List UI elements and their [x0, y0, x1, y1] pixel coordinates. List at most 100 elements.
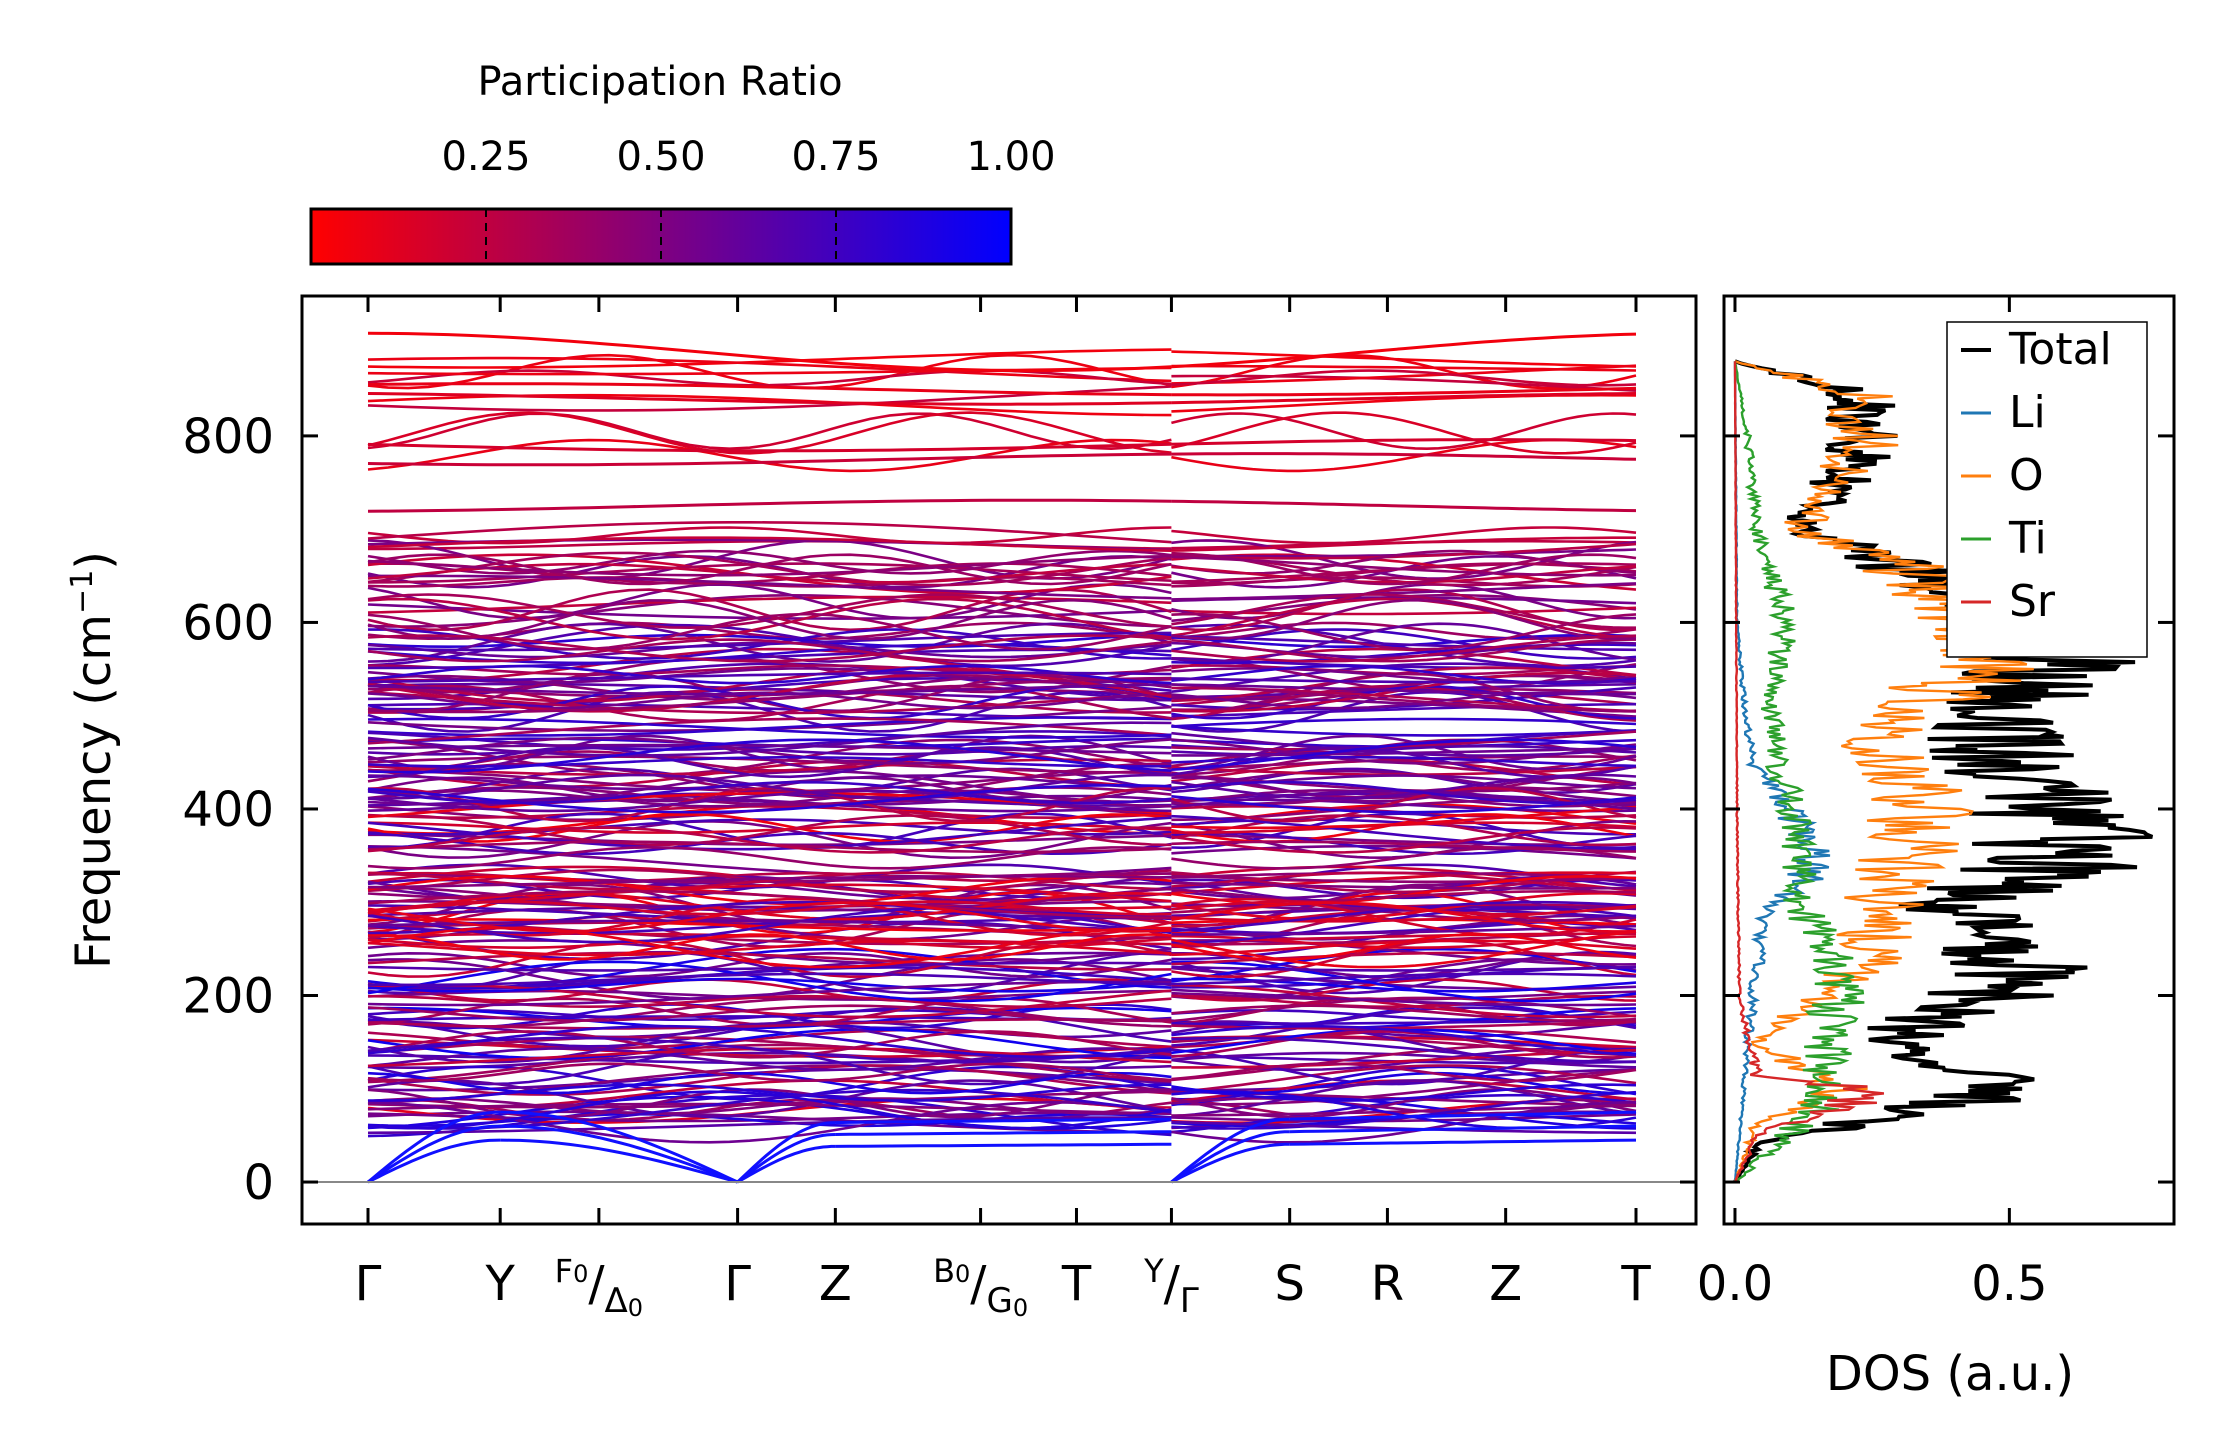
band-line — [1171, 906, 1637, 944]
y-tick-label: 800 — [182, 409, 274, 465]
band-line — [1171, 683, 1637, 713]
band-line — [367, 818, 1172, 836]
acoustic-branch — [736, 1121, 836, 1184]
kpoint-label: Y — [485, 1256, 516, 1312]
band-line — [1171, 814, 1637, 847]
band-line — [367, 369, 1172, 387]
kpoint-label: T — [1620, 1256, 1651, 1312]
band-line — [1171, 891, 1637, 921]
band-line — [367, 951, 1172, 971]
band-line — [367, 633, 1172, 649]
band-line — [1171, 831, 1637, 855]
band-line — [367, 845, 1172, 870]
acoustic-branch — [1289, 1124, 1637, 1134]
dos-x-axis-title: DOS (a.u.) — [1826, 1346, 2074, 1402]
dos-x-tick-label: 0.5 — [1971, 1256, 2047, 1312]
band-line — [1171, 951, 1637, 966]
band-line — [1171, 1068, 1637, 1106]
band-line — [367, 1079, 1172, 1118]
legend-label: Total — [2008, 324, 2112, 375]
kpoint-label: Z — [819, 1256, 852, 1312]
band-line — [1171, 1071, 1637, 1095]
band-line — [1171, 881, 1637, 890]
band-line — [1171, 1030, 1637, 1059]
y-axis-title: Frequency (cm−1) — [65, 551, 122, 969]
band-line — [367, 773, 1172, 800]
kpath-ticks: Γ Y F0/Δ0 Γ Z B0/G0 T Y/Γ S R Z T — [355, 296, 1651, 1322]
band-line — [367, 638, 1172, 663]
dos-x-tick-label: 0.0 — [1697, 1256, 1773, 1312]
band-line — [1171, 411, 1637, 455]
band-line — [1171, 840, 1637, 853]
band-line — [1171, 634, 1637, 652]
band-line — [367, 1024, 1172, 1059]
band-line — [367, 1006, 1172, 1030]
band-line — [1171, 677, 1637, 684]
dos-lines — [1733, 359, 2154, 1183]
band-line — [1171, 542, 1637, 560]
band-line — [1171, 897, 1637, 937]
band-line — [1171, 1088, 1637, 1119]
band-line-high — [367, 452, 1172, 467]
band-structure-panel: 0 200 400 600 800 Γ Y F0/Δ0 Γ Z B0/G0 T Y/Γ S R Z T Fre… — [65, 294, 1698, 1322]
band-line — [1171, 865, 1637, 893]
band-line — [1171, 606, 1637, 616]
band-line — [367, 691, 1172, 715]
band-line — [1171, 374, 1637, 392]
band-line — [367, 919, 1172, 932]
band-line — [367, 1090, 1172, 1130]
acoustic-branch — [367, 1110, 501, 1184]
band-line — [1171, 901, 1637, 933]
band-line — [367, 612, 1172, 651]
band-line-high — [1171, 438, 1637, 446]
band-line-high — [367, 442, 1172, 453]
band-line-high — [1171, 452, 1637, 461]
band-line — [1171, 755, 1637, 771]
kpoint-label: B0/G0 — [933, 1252, 1028, 1322]
dos-curve-o — [1733, 360, 2066, 1183]
band-line — [367, 562, 1172, 584]
band-line — [367, 1036, 1172, 1063]
dos-curve-ti — [1733, 361, 1865, 1183]
band-line — [1171, 526, 1637, 545]
band-line — [1171, 683, 1636, 696]
band-line — [1171, 996, 1637, 1023]
band-line — [367, 1018, 1172, 1030]
band-line — [367, 738, 1172, 774]
colorbar-tick-label: 1.00 — [966, 134, 1055, 180]
band-line — [1171, 755, 1637, 768]
band-line — [1171, 672, 1637, 713]
band-line — [367, 901, 1172, 933]
acoustic-branch — [736, 1133, 836, 1184]
colorbar-title: Participation Ratio — [477, 59, 842, 105]
band-line — [367, 671, 1172, 684]
band-line — [367, 980, 1172, 1007]
band-line-high — [1171, 386, 1637, 397]
y-axis-title-end: ) — [66, 551, 122, 570]
band-line — [1171, 1062, 1637, 1083]
y-axis-title-sup: −1 — [65, 570, 100, 614]
band-line — [367, 1043, 1172, 1084]
band-line — [1171, 972, 1637, 986]
band-line — [1171, 583, 1637, 620]
band-line — [367, 972, 1172, 987]
acoustic-branch — [500, 1124, 739, 1184]
band-line — [1171, 731, 1637, 757]
kpoint-label: Z — [1489, 1256, 1522, 1312]
band-line — [367, 900, 1172, 935]
band-line — [1171, 960, 1637, 1003]
band-line — [367, 356, 1172, 383]
acoustic-branch — [367, 1124, 501, 1184]
acoustic-branch — [500, 1110, 739, 1184]
dos-legend: Total Li O Ti Sr — [1946, 321, 2148, 658]
band-line — [1171, 638, 1637, 663]
band-line — [367, 595, 1172, 614]
dos-panel: 0.0 0.5 DOS (a.u.) Total Li O Ti Sr — [1697, 294, 2176, 1402]
band-line — [367, 939, 1172, 957]
band-line — [1171, 994, 1637, 1008]
acoustic-branch — [736, 1144, 836, 1184]
band-line — [1171, 353, 1637, 390]
band-line — [367, 348, 1172, 369]
band-line — [367, 736, 1172, 765]
